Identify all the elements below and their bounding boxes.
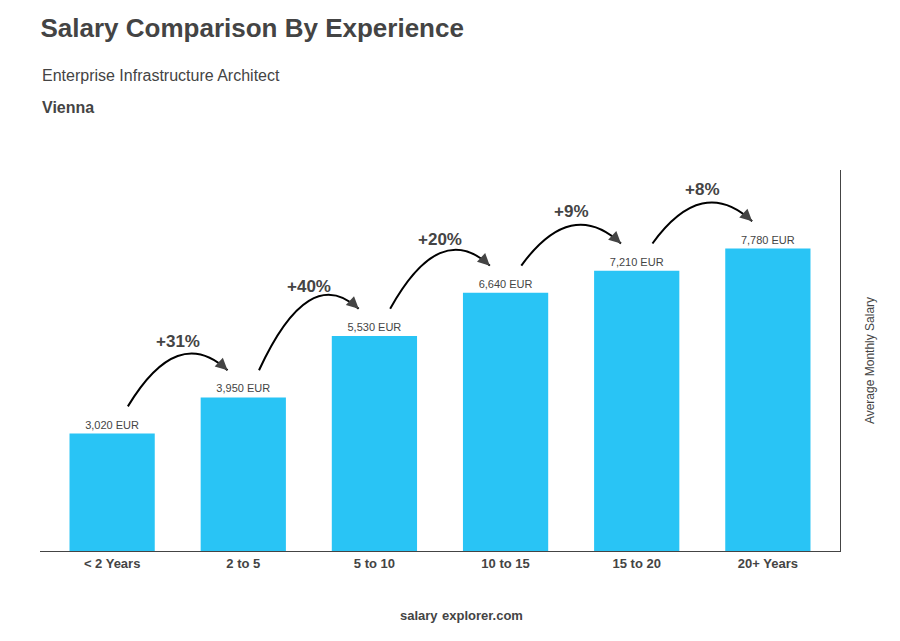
svg-text:+8%: +8% [685,180,720,199]
svg-text:6,640 EUR: 6,640 EUR [479,278,533,290]
svg-text:salary: salary [400,608,438,623]
svg-text:Enterprise Infrastructure Arch: Enterprise Infrastructure Architect [42,67,280,84]
svg-text:5 to 10: 5 to 10 [354,556,395,571]
svg-text:+9%: +9% [554,202,589,221]
svg-text:15 to 20: 15 to 20 [613,556,661,571]
svg-text:Vienna: Vienna [42,99,94,116]
svg-text:2 to 5: 2 to 5 [226,556,260,571]
svg-text:+40%: +40% [287,277,331,296]
svg-text:7,780 EUR: 7,780 EUR [741,234,795,246]
svg-text:explorer.com: explorer.com [442,608,523,623]
svg-text:7,210 EUR: 7,210 EUR [610,256,664,268]
svg-text:3,950 EUR: 3,950 EUR [216,382,270,394]
svg-text:20+ Years: 20+ Years [738,556,798,571]
svg-text:< 2 Years: < 2 Years [84,556,141,571]
svg-text:3,020 EUR: 3,020 EUR [85,419,139,431]
svg-text:Salary Comparison By Experienc: Salary Comparison By Experience [41,13,464,43]
svg-text:10 to 15: 10 to 15 [481,556,529,571]
svg-text:Average Monthly Salary: Average Monthly Salary [863,297,877,424]
svg-text:+31%: +31% [156,332,200,351]
svg-text:5,530 EUR: 5,530 EUR [347,321,401,333]
svg-text:+20%: +20% [418,230,462,249]
